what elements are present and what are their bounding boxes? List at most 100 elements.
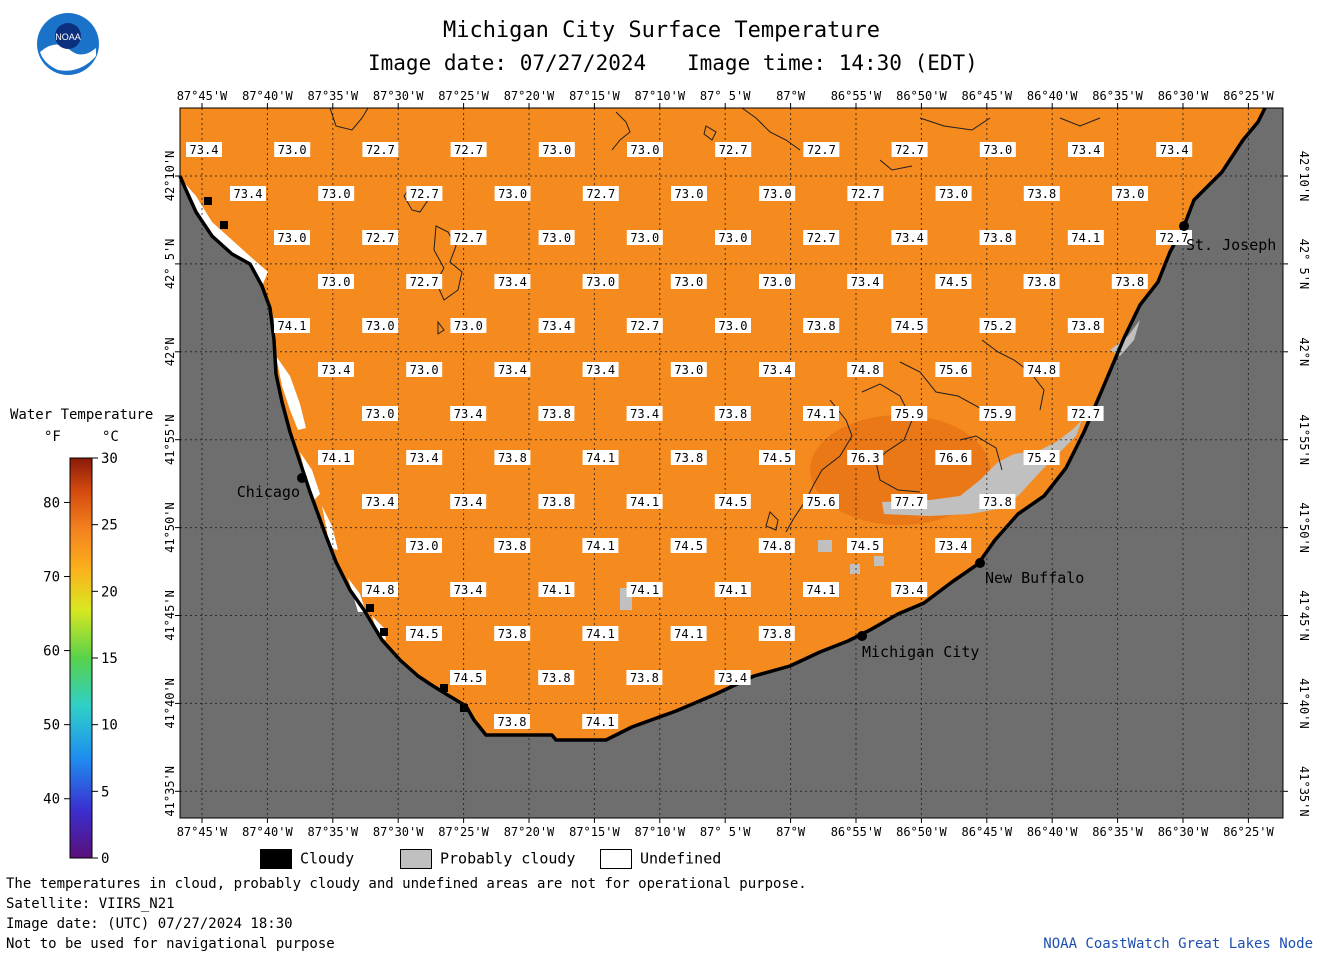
temperature-label: 75.2 [979,318,1016,333]
temperature-label-bg [847,362,884,377]
temperature-label: 73.0 [935,186,972,201]
temperature-label: 74.5 [759,450,795,465]
legend-undefined-label: Undefined [640,849,722,868]
temperature-label-bg [450,230,487,245]
temperature-label: 73.8 [714,406,751,421]
footer-note: The temperatures in cloud, probably clou… [6,876,807,892]
temperature-value: 73.8 [498,715,527,729]
temperature-label: 72.7 [803,230,840,245]
isoline [785,399,853,533]
lon-label-bottom: 86°30'W [1158,825,1209,839]
temperature-value: 73.4 [718,671,747,685]
lon-label-bottom: 87°45'W [177,825,228,839]
temperature-label: 73.8 [803,318,840,333]
temperature-label: 73.4 [759,362,795,377]
map-frame [179,107,1284,819]
temperature-label: 73.0 [627,142,663,157]
footer-nav-warning: Not to be used for navigational purpose [6,936,335,952]
image-time: Image time: 14:30 (EDT) [687,51,978,75]
temperature-value: 74.1 [586,715,615,729]
temperature-value: 72.7 [366,143,395,157]
temperature-label-bg [670,450,707,465]
temperature-label: 74.8 [847,362,884,377]
noaa-logo: NOAA [36,12,100,76]
temperature-value: 74.1 [807,407,836,421]
colorbar-c-label: 0 [101,851,109,867]
temperature-label: 73.4 [714,670,751,685]
temperature-label: 73.0 [362,406,398,421]
temperature-label-bg [362,494,398,509]
temperature-label-bg [758,626,795,641]
temperature-label: 72.7 [362,142,399,157]
temperature-value: 74.5 [674,539,703,553]
temperature-label: 75.6 [935,362,972,377]
temperature-label-bg [935,362,972,377]
colorbar-unit-c: °C [102,429,119,445]
temperature-value: 72.7 [1071,407,1100,421]
temperature-label-bg [450,142,487,157]
temperature-label-bg [494,626,531,641]
undefined-area [276,356,306,430]
temperature-value: 72.7 [410,275,439,289]
temperature-label: 72.7 [626,318,663,333]
temperature-label-bg [494,538,531,553]
temperature-label: 73.0 [670,274,707,289]
colorbar-f-label: 50 [43,718,60,734]
temperature-label: 73.4 [450,406,487,421]
footer-satellite: Satellite: VIIRS_N21 [6,896,175,912]
lon-label-top: 87°35'W [308,89,359,103]
temperature-label: 73.8 [1067,318,1104,333]
temperature-label-bg [847,538,883,553]
temperature-value: 73.8 [542,407,571,421]
temperature-label-bg [1023,450,1060,465]
temperature-label: 74.5 [935,274,972,289]
temperature-label-bg [759,450,795,465]
temperature-label: 74.8 [362,582,398,597]
temperature-label-bg [935,186,972,201]
temperature-value: 73.4 [454,495,483,509]
lon-label-top: 86°25'W [1223,89,1274,103]
cloudy-pixel [220,221,228,229]
lon-label-top: 87° 5'W [700,89,751,103]
temperature-label: 77.7 [891,494,928,509]
temperature-value: 73.0 [586,275,615,289]
temperature-label: 74.1 [582,626,619,641]
temperature-label: 73.4 [406,450,443,465]
temperature-value: 74.1 [630,495,659,509]
temperature-label: 73.0 [582,274,619,289]
city-label: St. Joseph [1186,236,1276,254]
temperature-label: 73.4 [891,582,928,597]
temperature-value: 73.8 [983,495,1012,509]
lon-label-top: 87°25'W [438,89,489,103]
temperature-label: 73.0 [759,186,796,201]
temperature-value: 73.0 [674,275,703,289]
temperature-value: 72.7 [586,187,615,201]
temperature-label-bg [274,142,311,157]
temperature-label-bg [714,406,751,421]
temperature-value: 73.8 [718,407,747,421]
temperature-value: 74.5 [763,451,792,465]
lon-label-bottom: 87°25'W [438,825,489,839]
temperature-label-bg [1111,274,1148,289]
temperature-label: 72.7 [406,186,443,201]
lat-label-right: 41°40'N [1297,678,1311,729]
temperature-label-bg [538,142,575,157]
temperature-label: 72.7 [1156,230,1192,245]
temperature-label-bg [847,450,884,465]
temperature-value: 75.9 [895,407,924,421]
temperature-label: 74.1 [582,714,619,729]
lat-label-left: 41°35'N [163,766,177,817]
temperature-value: 73.8 [498,539,527,553]
lon-label-bottom: 86°40'W [1027,825,1078,839]
temperature-value: 73.4 [895,583,924,597]
temperature-label-bg [406,626,442,641]
temperature-value: 73.8 [674,451,703,465]
temperature-value: 74.8 [1027,363,1056,377]
temperature-label-bg [803,318,840,333]
temperature-label: 73.8 [979,230,1016,245]
temperature-value: 73.4 [454,407,483,421]
temperature-label-bg [626,494,663,509]
lat-label-left: 41°40'N [163,678,177,729]
image-date: Image date: 07/27/2024 [368,51,647,75]
temperature-label-bg [935,274,972,289]
